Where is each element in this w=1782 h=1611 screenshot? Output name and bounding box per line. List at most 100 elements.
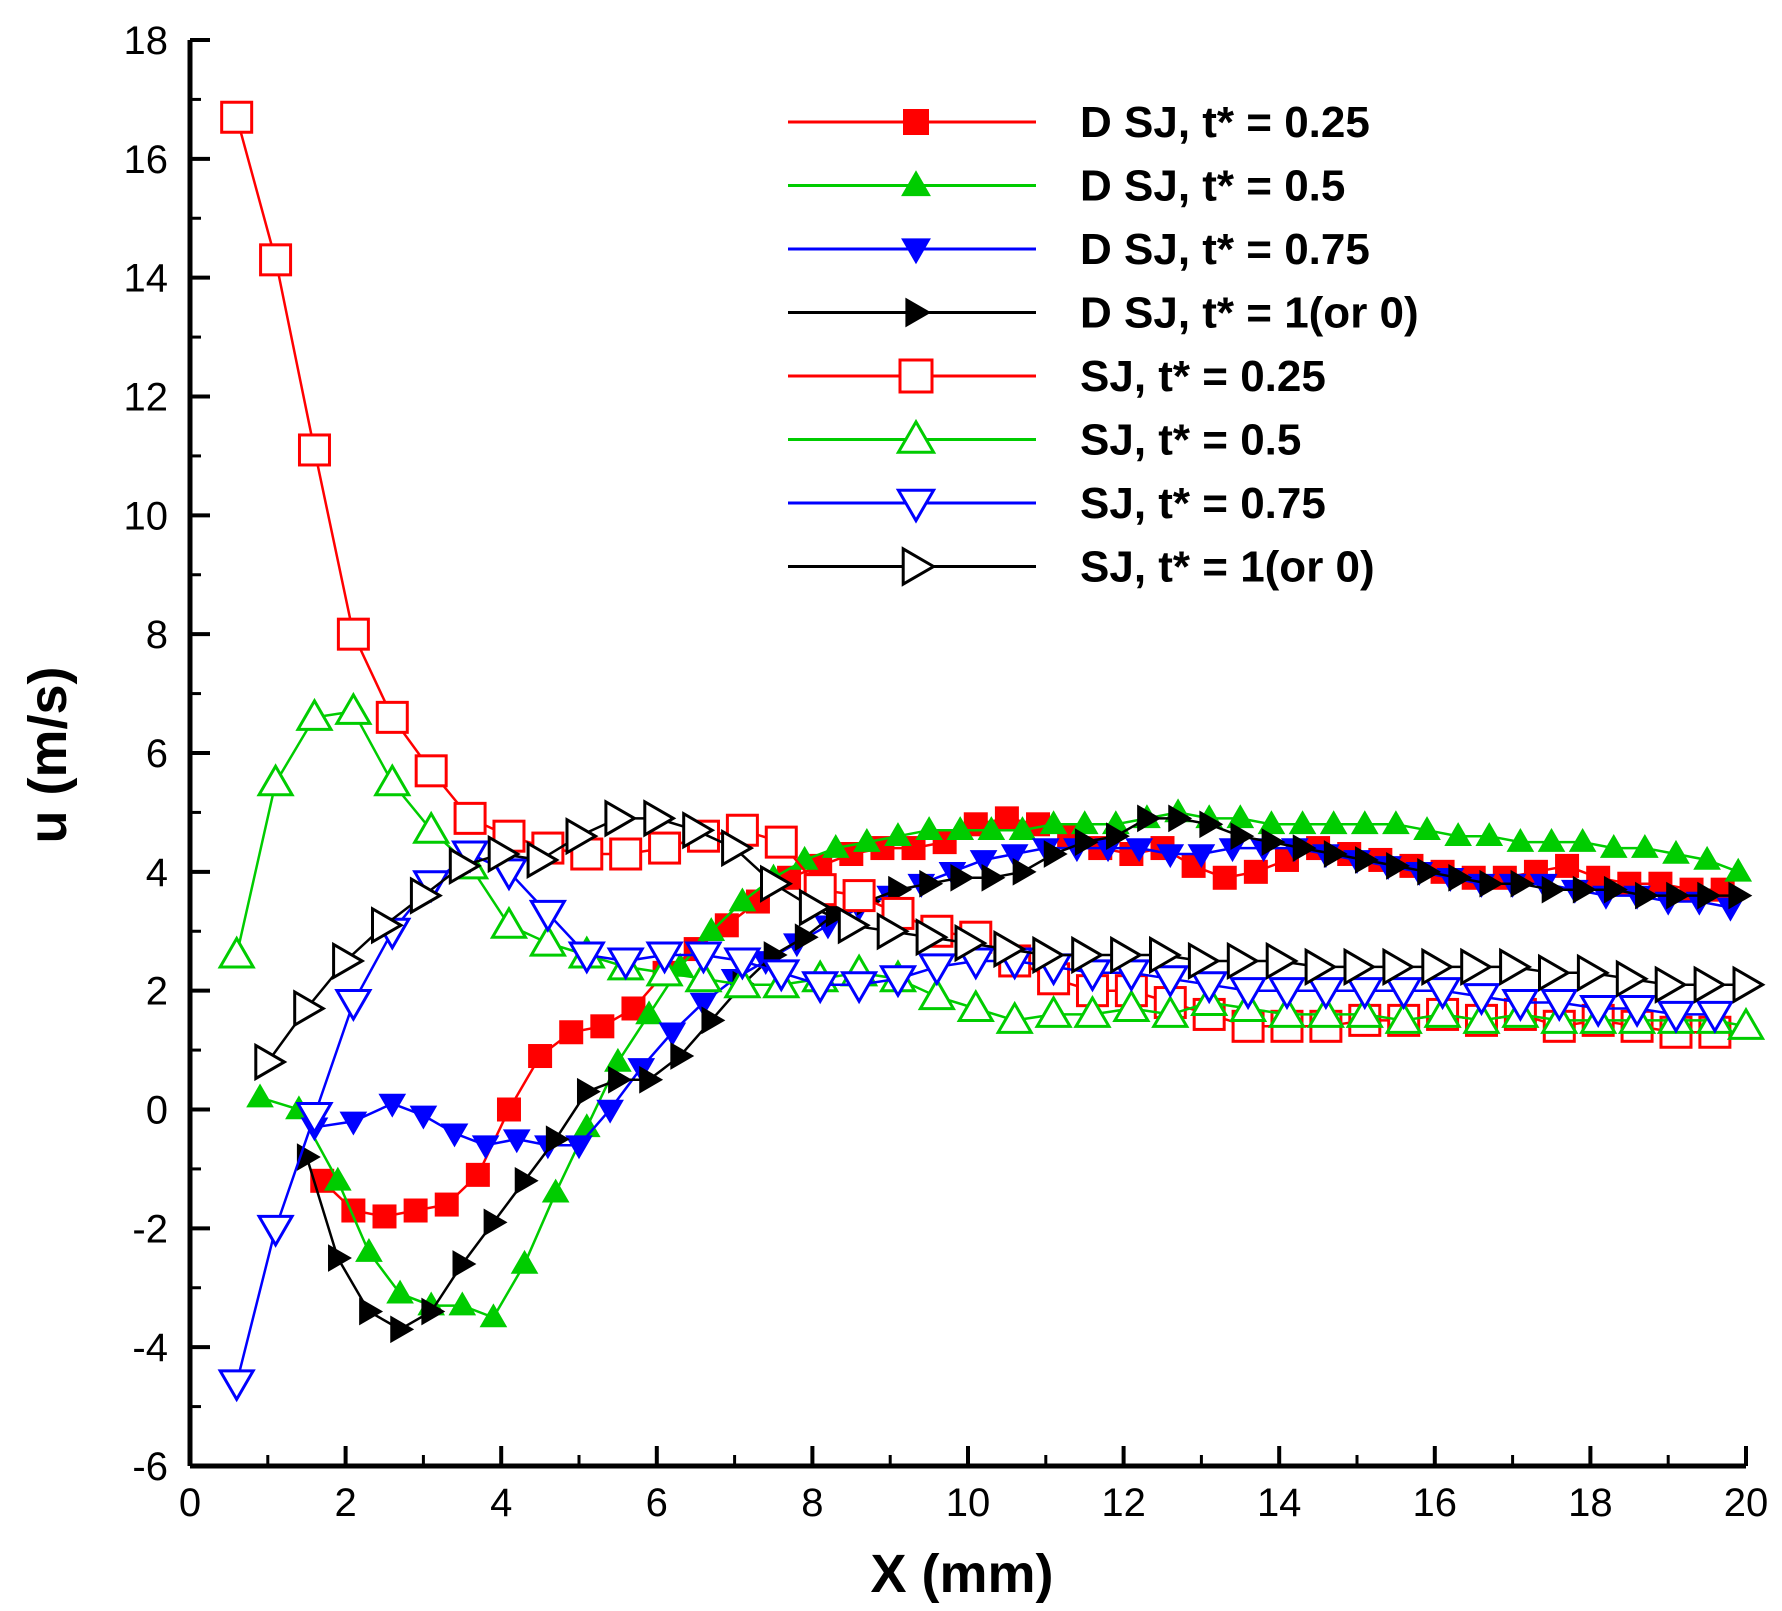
data-point bbox=[1243, 859, 1268, 884]
data-point bbox=[1444, 822, 1472, 846]
data-point bbox=[1448, 863, 1473, 892]
data-point bbox=[1654, 965, 1688, 1004]
x-tick-label: 18 bbox=[1568, 1481, 1613, 1525]
data-point bbox=[328, 1244, 352, 1272]
y-tick-label: 4 bbox=[146, 851, 168, 895]
data-point bbox=[977, 816, 1006, 841]
legend-marker bbox=[898, 358, 934, 394]
legend-marker bbox=[901, 546, 937, 587]
data-point bbox=[483, 1208, 508, 1237]
data-point bbox=[1417, 857, 1442, 886]
data-point bbox=[1168, 804, 1193, 833]
legend-label: SJ, t* = 0.25 bbox=[1080, 352, 1326, 401]
y-tick-label: 8 bbox=[146, 613, 168, 657]
data-point bbox=[1125, 838, 1153, 863]
data-point bbox=[1071, 935, 1105, 975]
data-point bbox=[1462, 983, 1501, 1017]
data-point bbox=[635, 1000, 663, 1025]
data-point bbox=[1540, 989, 1579, 1023]
data-point bbox=[701, 1006, 726, 1035]
y-tick-label: 18 bbox=[124, 19, 169, 63]
data-point bbox=[842, 879, 876, 913]
data-point bbox=[609, 837, 643, 871]
data-point bbox=[1267, 977, 1307, 1011]
series-line bbox=[235, 710, 1747, 1028]
x-tick-label: 4 bbox=[490, 1481, 512, 1525]
data-point bbox=[1043, 840, 1068, 868]
data-point bbox=[648, 831, 682, 865]
data-point bbox=[837, 906, 871, 945]
data-point bbox=[801, 971, 840, 1005]
data-point bbox=[1304, 947, 1338, 987]
data-point bbox=[1421, 947, 1455, 987]
data-point bbox=[1265, 941, 1299, 981]
data-point bbox=[378, 1093, 407, 1118]
data-point bbox=[1462, 1000, 1501, 1034]
data-point bbox=[1137, 804, 1162, 833]
data-point bbox=[1506, 828, 1535, 852]
data-point bbox=[1306, 977, 1345, 1011]
data-point bbox=[1631, 833, 1659, 858]
data-point bbox=[821, 833, 850, 858]
data-point bbox=[956, 988, 995, 1022]
x-axis-label: X (mm) bbox=[870, 1544, 1053, 1604]
data-point bbox=[995, 1000, 1034, 1034]
plot-area bbox=[217, 100, 1766, 1403]
x-tick-label: 20 bbox=[1724, 1481, 1769, 1525]
data-point bbox=[1423, 994, 1462, 1028]
data-point bbox=[1345, 994, 1384, 1028]
data-point bbox=[1501, 989, 1540, 1023]
data-point bbox=[434, 1192, 459, 1217]
data-point bbox=[1726, 1006, 1766, 1040]
data-point bbox=[764, 825, 798, 859]
data-point bbox=[409, 876, 443, 915]
data-point bbox=[1187, 941, 1221, 981]
data-point bbox=[1226, 941, 1260, 981]
data-point bbox=[421, 1297, 446, 1326]
data-point bbox=[1267, 994, 1307, 1028]
legend-marker bbox=[895, 418, 937, 454]
data-point bbox=[528, 899, 567, 933]
data-point bbox=[1615, 959, 1649, 998]
data-point bbox=[371, 906, 404, 945]
data-point bbox=[723, 947, 762, 981]
data-point bbox=[878, 965, 918, 999]
data-point bbox=[684, 959, 723, 993]
data-point bbox=[545, 1125, 570, 1154]
data-point bbox=[254, 1042, 288, 1082]
data-point bbox=[954, 924, 988, 963]
data-point bbox=[502, 1129, 531, 1154]
data-point bbox=[1257, 810, 1286, 835]
data-point bbox=[1732, 965, 1766, 1004]
data-point bbox=[409, 1105, 438, 1130]
data-point bbox=[528, 1044, 553, 1069]
data-point bbox=[336, 617, 370, 651]
data-point bbox=[220, 100, 254, 134]
data-point bbox=[334, 691, 373, 725]
data-point bbox=[1149, 935, 1182, 975]
legend-label: D SJ, t* = 0.25 bbox=[1080, 98, 1370, 147]
data-point bbox=[1599, 833, 1628, 858]
data-point bbox=[414, 754, 448, 788]
data-point bbox=[1354, 846, 1379, 874]
legend-entry: SJ, t* = 0.5 bbox=[788, 416, 1301, 465]
data-point bbox=[993, 929, 1027, 969]
data-point bbox=[1323, 840, 1348, 868]
data-point bbox=[479, 1303, 508, 1328]
data-point bbox=[590, 1014, 615, 1039]
data-point bbox=[606, 947, 645, 981]
data-point bbox=[1230, 822, 1255, 851]
data-point bbox=[448, 1291, 477, 1316]
data-point bbox=[643, 799, 677, 838]
y-tick-label: 10 bbox=[124, 494, 169, 538]
data-point bbox=[728, 887, 757, 912]
legend-label: SJ, t* = 0.75 bbox=[1080, 479, 1326, 528]
data-point bbox=[645, 941, 684, 975]
data-point bbox=[917, 953, 956, 987]
series-7 bbox=[217, 840, 1734, 1403]
legend-entry: D SJ, t* = 0.5 bbox=[788, 162, 1345, 211]
series-8 bbox=[254, 799, 1766, 1082]
data-point bbox=[1695, 1000, 1734, 1034]
data-point bbox=[794, 923, 819, 952]
